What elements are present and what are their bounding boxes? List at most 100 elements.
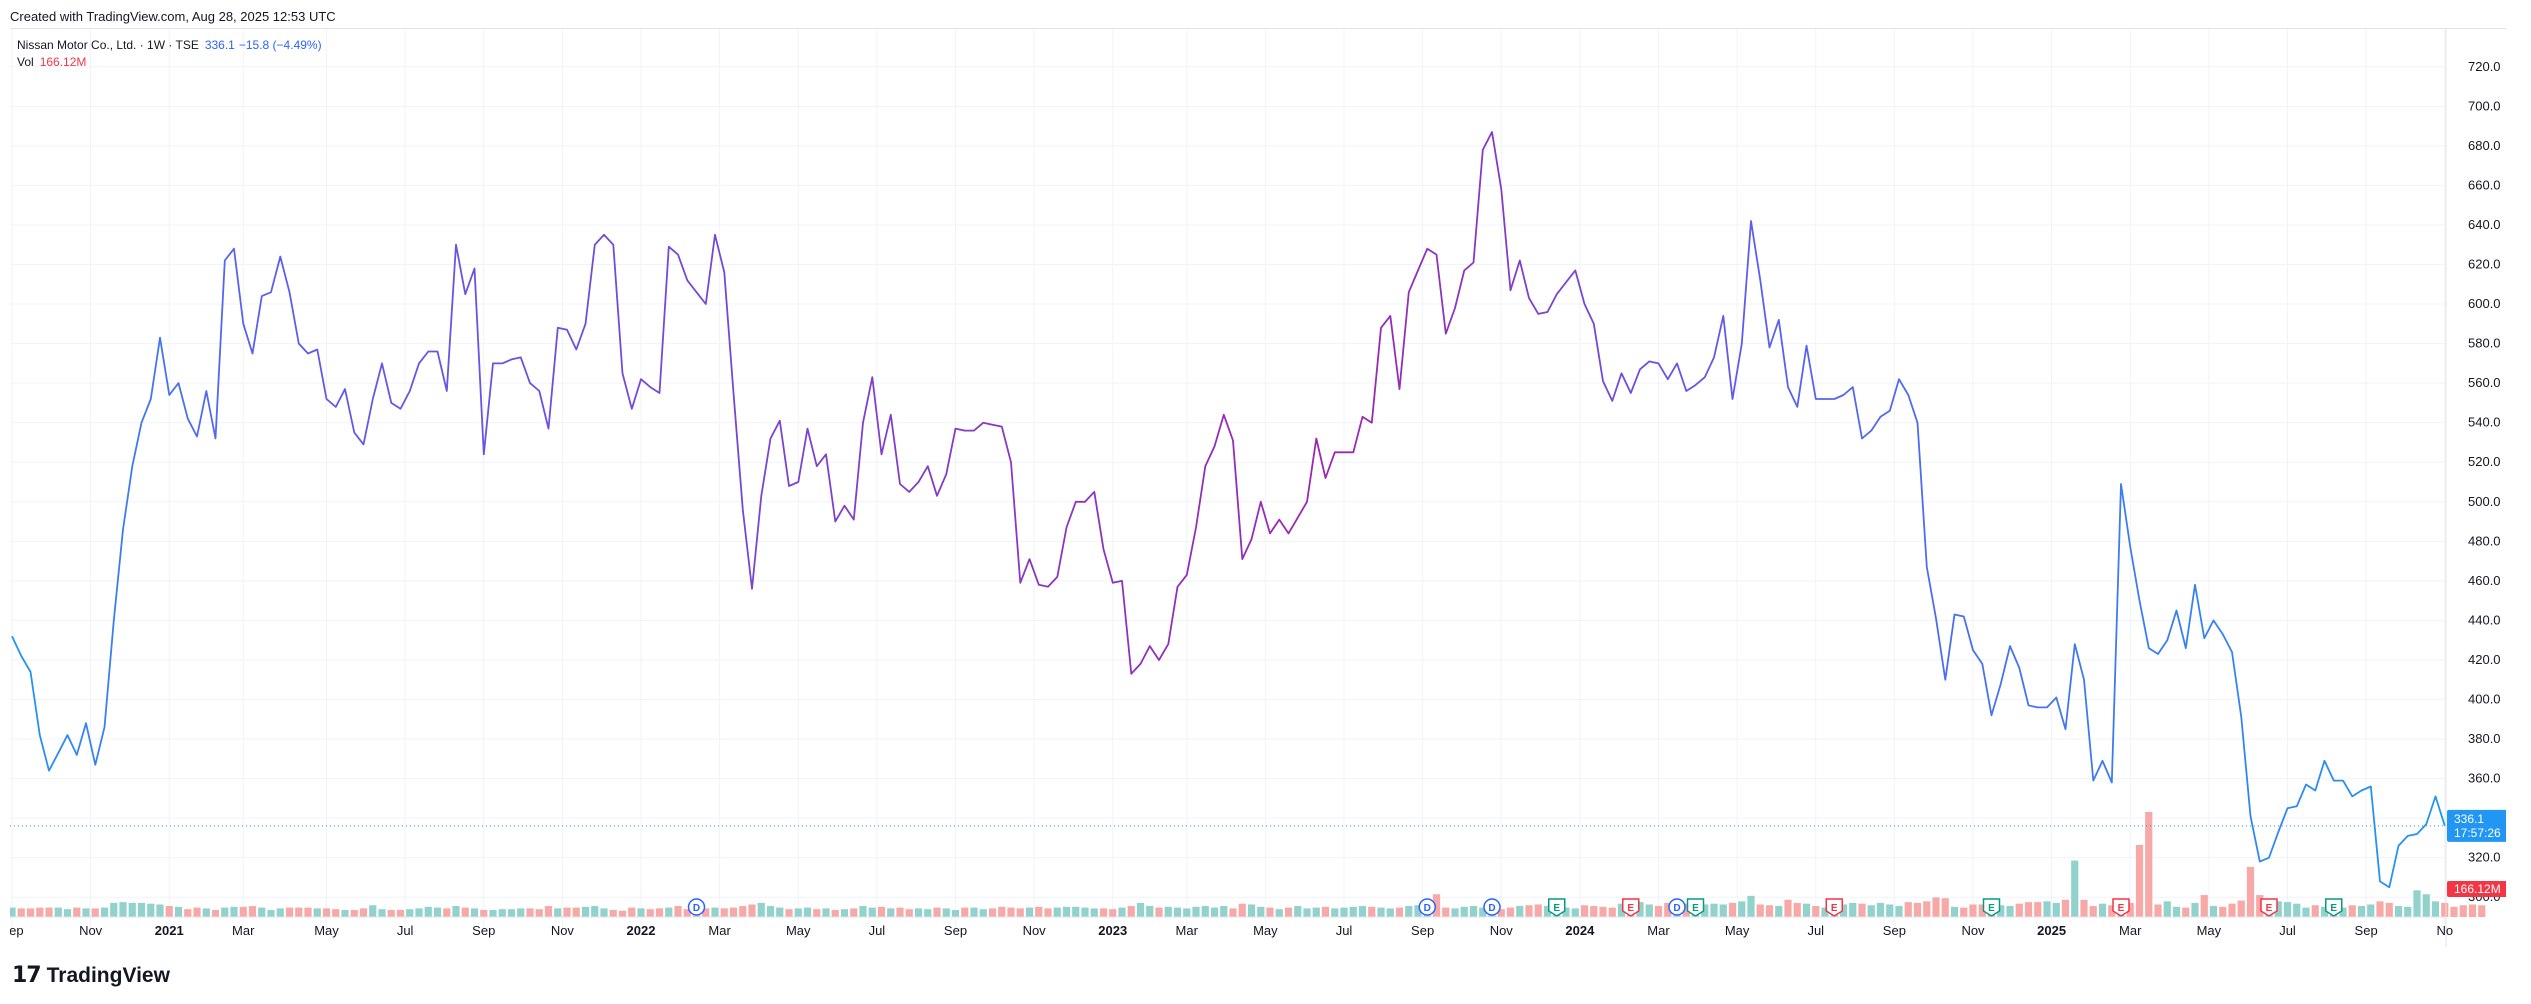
volume-bar (202, 908, 210, 917)
volume-bar (2246, 866, 2255, 917)
volume-bar (1303, 908, 1311, 917)
volume-bar (100, 907, 109, 917)
legend-volume-label[interactable]: Vol (17, 55, 34, 69)
volume-bar (813, 909, 821, 917)
volume-bar (2385, 902, 2393, 917)
legend-symbol[interactable]: Nissan Motor Co., Ltd. · 1W · TSE (17, 38, 199, 52)
volume-bar (581, 906, 590, 917)
volume-bar (1923, 901, 1931, 917)
volume-bar (2006, 906, 2014, 917)
time-axis-tick: Jul (869, 923, 886, 938)
volume-bar (850, 908, 858, 917)
volume-bar (1534, 904, 1542, 917)
volume-bar (507, 909, 516, 917)
volume-bar (378, 909, 386, 917)
last-price-tag-countdown: 17:57:26 (2454, 826, 2501, 840)
volume-bar (1155, 907, 1163, 917)
time-axis-tick: Jul (2279, 923, 2296, 938)
legend-volume-value: 166.12M (39, 55, 87, 69)
volume-bar (248, 906, 257, 917)
volume-bar (2182, 907, 2190, 917)
volume-bar (1247, 904, 1256, 917)
volume-bar (998, 906, 1006, 917)
volume-bar (600, 908, 608, 917)
volume-bar (748, 904, 756, 917)
volume-bar (1238, 903, 1246, 917)
volume-bar (2043, 901, 2051, 917)
event-marker-letter: D (1673, 903, 1680, 914)
volume-bar (156, 904, 164, 917)
volume-bar (1839, 904, 1848, 917)
volume-bar (285, 907, 294, 917)
price-axis-tick: 520.0 (2468, 454, 2501, 469)
volume-bar (1664, 902, 1672, 917)
volume-bar (2431, 901, 2440, 917)
volume-bar (1590, 906, 1598, 917)
volume-bar (1331, 908, 1339, 917)
volume-bar (1867, 905, 1875, 917)
volume-bar (1460, 906, 1468, 917)
volume-bar (887, 908, 895, 917)
volume-bar (711, 907, 719, 917)
volume-bar (1849, 902, 1857, 917)
volume-bar (2024, 902, 2033, 917)
volume-bar (128, 902, 136, 917)
price-axis-tick: 400.0 (2468, 692, 2501, 707)
volume-bar (924, 909, 932, 917)
volume-bar (470, 908, 479, 917)
time-axis-tick: No (2436, 923, 2453, 938)
time-axis: Sep Nov 2021 Mar May Jul Sep Nov 2022 Mar May Jul Se… (10, 916, 2453, 938)
volume-bar (1969, 904, 1977, 917)
time-axis-tick: May (1725, 923, 1750, 938)
volume-bar (1266, 907, 1274, 917)
volume-bar (739, 906, 747, 917)
volume-bar (1136, 902, 1145, 917)
legend-price: 336.1 (204, 38, 235, 52)
time-axis-tick: Mar (1647, 923, 1670, 938)
volume-bar (2450, 906, 2458, 917)
earnings-marker-icon (1622, 898, 1640, 917)
volume-bar (295, 907, 303, 917)
volume-bar (1340, 907, 1348, 917)
price-axis-tick: 680.0 (2468, 138, 2501, 153)
volume-bar (637, 908, 645, 917)
time-axis-tick: May (1253, 923, 1278, 938)
volume-bar (563, 907, 571, 917)
volume-bar (2413, 890, 2421, 917)
volume-bar (174, 906, 183, 917)
volume-bar (1062, 906, 1071, 917)
volume-bar (54, 907, 62, 917)
time-axis-tick: Sep (472, 923, 495, 938)
volume-bar (443, 908, 451, 917)
volume-bar (1035, 906, 1043, 917)
volume-bar (63, 909, 72, 917)
volume-bar (1007, 907, 1015, 917)
volume-bar (369, 905, 377, 917)
volume-bar (2154, 904, 2162, 917)
volume-bar (868, 907, 876, 917)
volume-bar (2098, 903, 2107, 917)
volume-bar (914, 908, 923, 917)
volume-bar (91, 908, 99, 917)
volume-bar (1164, 906, 1172, 917)
earnings-marker-icon (1982, 898, 2001, 917)
volume-bar (1636, 902, 1644, 917)
volume-bar (554, 908, 562, 917)
volume-bar (276, 908, 284, 917)
volume-bar (73, 907, 81, 917)
volume-bar (1941, 898, 1949, 917)
volume-bar (1451, 908, 1459, 917)
volume-bar (1784, 899, 1792, 917)
time-axis-tick: Jul (1336, 923, 1353, 938)
time-axis-tick: Nov (551, 923, 575, 938)
volume-bar (1377, 907, 1385, 917)
time-axis-tick: Sep (944, 923, 967, 938)
volume-bar (1738, 901, 1746, 917)
volume-bar (359, 908, 368, 917)
volume-bar (1960, 907, 1968, 917)
price-axis-tick: 320.0 (2468, 850, 2501, 865)
volume-bar (822, 908, 830, 917)
volume-tag-value: 166.12M (2454, 882, 2501, 896)
